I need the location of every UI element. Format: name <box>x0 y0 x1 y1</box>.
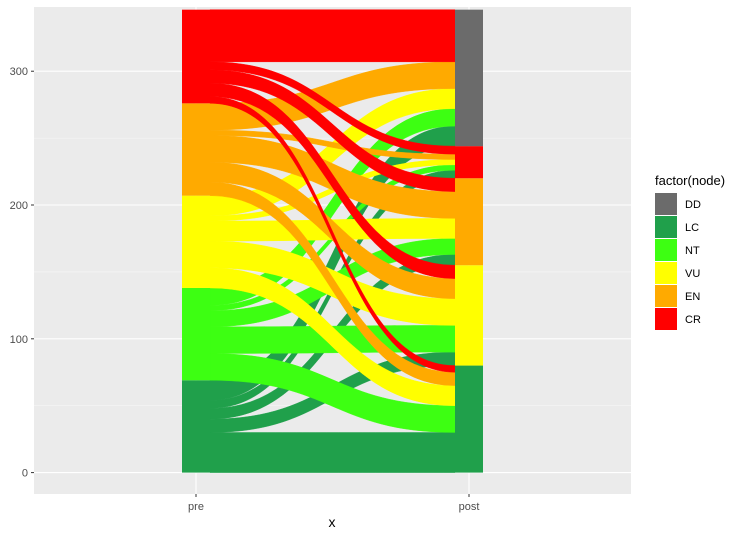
stratum-post-en <box>455 178 483 266</box>
stratum-pre-vu <box>182 195 210 288</box>
x-axis-title: x <box>329 514 336 530</box>
stratum-post-cr <box>455 146 483 179</box>
legend-label-cr: CR <box>685 314 701 326</box>
y-tick-label: 300 <box>10 66 28 78</box>
flow-ribbons <box>209 9 456 473</box>
x-tick-label-pre: pre <box>188 501 204 513</box>
stratum-post-lc <box>455 365 483 473</box>
y-tick-label: 200 <box>10 200 28 212</box>
stratum-pre-cr <box>182 9 210 104</box>
stratum-post-vu <box>455 265 483 366</box>
legend-label-nt: NT <box>685 245 700 257</box>
flow-ribbon-cr-dd <box>209 9 456 63</box>
legend-label-vu: VU <box>685 268 700 280</box>
plot-panel <box>34 7 631 494</box>
legend-swatch-lc <box>655 216 677 238</box>
strata-bars <box>182 9 483 473</box>
legend-swatch-vu <box>655 262 677 284</box>
x-axis: pre post <box>188 494 479 513</box>
stratum-pre-nt <box>182 287 210 381</box>
stratum-pre-en <box>182 103 210 196</box>
y-tick-label: 100 <box>10 334 28 346</box>
y-tick-label: 0 <box>22 468 28 480</box>
legend-swatch-cr <box>655 308 677 330</box>
legend-swatch-en <box>655 285 677 307</box>
legend-swatch-nt <box>655 239 677 261</box>
legend: factor(node) DD LC NT VU EN CR <box>655 173 725 330</box>
legend-swatch-dd <box>655 193 677 215</box>
y-axis: 0 100 200 300 <box>10 66 34 480</box>
stratum-pre-lc <box>182 380 210 473</box>
legend-title: factor(node) <box>655 173 725 188</box>
stratum-post-dd <box>455 9 483 147</box>
legend-label-dd: DD <box>685 199 701 211</box>
flow-ribbon-lc-lc <box>209 432 456 473</box>
legend-label-lc: LC <box>685 222 699 234</box>
x-tick-label-post: post <box>459 501 480 513</box>
legend-label-en: EN <box>685 291 700 303</box>
